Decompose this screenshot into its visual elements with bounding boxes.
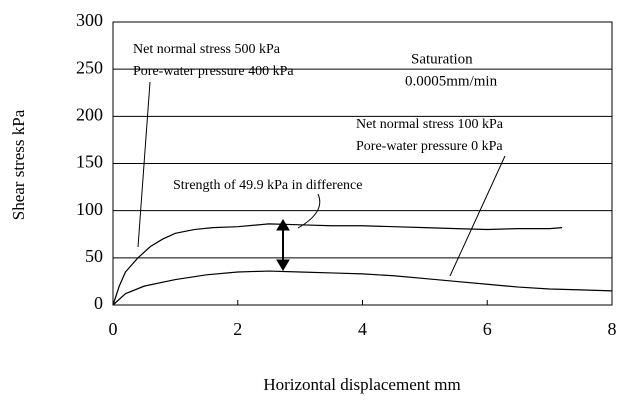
x-tick-label: 4: [358, 319, 367, 339]
x-tick-label: 6: [483, 319, 492, 339]
x-tick-label: 8: [608, 319, 617, 339]
y-tick-label: 250: [76, 57, 103, 77]
x-axis-label: Horizontal displacement mm: [263, 375, 460, 394]
y-tick-label: 300: [76, 10, 103, 30]
y-axis-label: Shear stress kPa: [9, 109, 28, 220]
plot-frame: [112, 21, 613, 306]
leader-line: [449, 155, 506, 277]
annotation: Net normal stress 500 kPa: [133, 42, 281, 57]
annotation: Pore-water pressure 400 kPa: [133, 64, 294, 79]
y-tick-label: 100: [76, 199, 103, 219]
y-tick-label: 200: [76, 104, 103, 124]
x-tick-label: 2: [233, 319, 242, 339]
arrow-heads: [276, 219, 290, 271]
annotation: Strength of 49.9 kPa in difference: [173, 178, 362, 193]
leader-line: [137, 81, 151, 248]
y-tick-label: 0: [94, 293, 103, 313]
leaders: [137, 81, 506, 277]
annotation: Saturation: [411, 51, 473, 67]
data-line: [112, 270, 613, 306]
x-tick-label: 0: [109, 319, 118, 339]
y-tick-label: 150: [76, 152, 103, 172]
annotation: Net normal stress 100 kPa: [356, 117, 504, 132]
annotation: Pore-water pressure 0 kPa: [356, 139, 503, 154]
y-tick-label: 50: [85, 246, 103, 266]
data-line: [112, 223, 563, 306]
annotation: 0.0005mm/min: [405, 73, 498, 89]
